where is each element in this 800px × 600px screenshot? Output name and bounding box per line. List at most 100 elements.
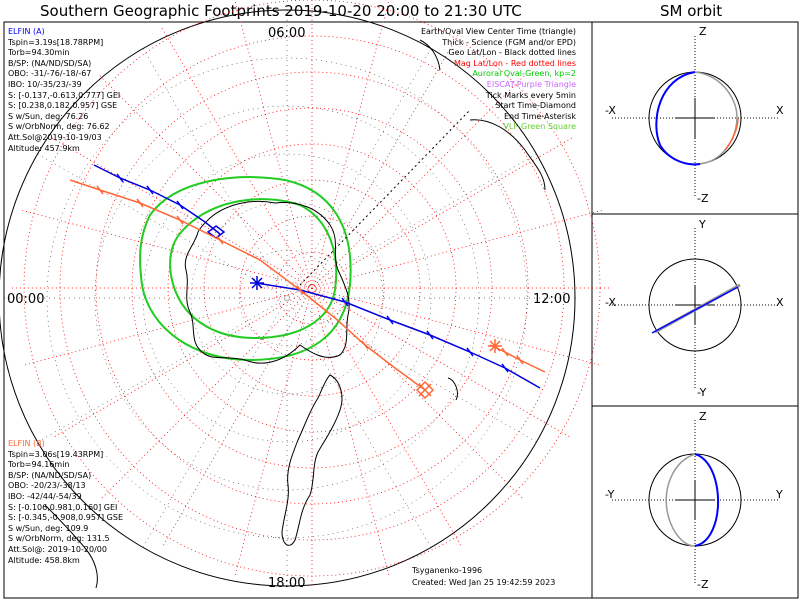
orbit3-bottom-label: -Z (697, 578, 709, 591)
mag-lon-line (22, 209, 602, 367)
elfin-b-line: Altitude: 458.8km (8, 555, 80, 565)
elfin-a-end-asterisk (250, 276, 264, 290)
hour-label-top: 06:00 (268, 26, 306, 41)
elfin-b-line: Tspin=3.06s[19.43RPM] (8, 449, 104, 459)
orbit1-left-label: -X (605, 104, 616, 117)
orbit1-b (694, 71, 738, 165)
elfin-a-tick (386, 315, 394, 325)
elfin-b-tick (176, 215, 184, 225)
coastline-nz (419, 39, 458, 401)
elfin-a-line: B/SP: (NA/ND/SD/SA) (8, 58, 92, 68)
elfin-b-name: ELFIN (B) (8, 439, 45, 448)
elfin-a-line: Torb=94.30min (8, 48, 70, 58)
elfin-a-tick (176, 200, 184, 210)
geo-lon-line (142, 48, 432, 548)
elfin-a-line: OBO: -31/-76/-18/-67 (8, 69, 92, 79)
orbit3-right-label: Y (776, 488, 783, 501)
orbit-panel-xy (612, 228, 778, 390)
auroral-oval-outer (139, 176, 352, 362)
elfin-a-line: Altitude: 457.9km (8, 143, 80, 153)
legend-entry: Mag Lat/Lon - Red dotted lines (453, 58, 576, 68)
orbit1-a (655, 71, 701, 166)
elfin-b-line: S w/Sun, deg: 109.9 (8, 523, 89, 533)
elfin-a-tick (116, 173, 124, 183)
coastline-australia (469, 119, 546, 191)
orbit3-a (694, 453, 720, 547)
legend-entry: VLF-Green Square (503, 122, 576, 132)
legend-entry: EISCAT-Purple Triangle (486, 79, 576, 89)
elfin-b-info: ELFIN (B) Tspin=3.06s[19.43RPM] Torb=94.1… (8, 439, 123, 566)
coastline-africa-tip (44, 504, 98, 589)
elfin-a-line: S: [0.238,0.182,0.957] GSE (8, 101, 118, 111)
view-center-line (299, 109, 471, 286)
legend: Earth/Oval View Center Time (triangle) Th… (421, 27, 576, 133)
elfin-b-line: S w/OrbNorm, deg: 131.5 (8, 534, 110, 544)
orbit3-left-label: -Y (605, 488, 615, 501)
elfin-a-info: ELFIN (A) Tspin=3.19s[18.78RPM] Torb=94.3… (8, 27, 120, 154)
elfin-a-tick (501, 363, 509, 373)
hour-label-right: 12:00 (533, 292, 571, 307)
elfin-a-track-west (93, 164, 221, 235)
elfin-b-start-diamond (415, 380, 435, 400)
geo-lon-line (142, 48, 432, 548)
elfin-b-tick (216, 235, 224, 245)
elfin-b-line: S: [-0.106,0.981,0.160] GEI (8, 502, 118, 512)
elfin-b-tick (296, 285, 304, 295)
coastline-south-america (281, 374, 343, 546)
geo-lat-circle (190, 201, 384, 395)
coastline-antarctica (184, 200, 350, 364)
orbit1-right-label: X (776, 104, 784, 117)
elfin-b-tick-marks (96, 185, 524, 365)
elfin-a-tick (466, 347, 474, 357)
legend-entry: End Time-Asterisk (503, 111, 576, 121)
orbit2-left-label: -X (605, 296, 616, 309)
elfin-b-line: IBO: -42/44/-54/39 (8, 491, 82, 501)
orbit-panel-xz (612, 36, 778, 198)
orbit2-a (651, 286, 739, 334)
elfin-b-tick (501, 347, 509, 357)
elfin-b-line: Torb=94.16min (8, 460, 70, 470)
orbit-title: SM orbit (660, 2, 723, 20)
hour-label-left: 00:00 (7, 292, 45, 307)
orbit-panel-yz (612, 420, 778, 585)
mag-lat-lon-grid (12, 0, 612, 588)
orbit1-top-label: Z (699, 25, 707, 38)
elfin-a-line: IBO: 10/-35/23/-39 (8, 79, 82, 89)
elfin-a-line: Tspin=3.19s[18.78RPM] (8, 37, 104, 47)
elfin-b-line: OBO: -20/23/-38/13 (8, 481, 86, 491)
orbit2-top-label: Y (699, 218, 706, 231)
legend-entry: Earth/Oval View Center Time (triangle) (420, 27, 576, 36)
geo-lon-line (37, 153, 537, 443)
hour-label-bottom: 18:00 (268, 576, 306, 591)
geo-lat-circle (142, 153, 432, 443)
orbit-frame (591, 21, 799, 599)
elfin-b-end-asterisk (488, 339, 502, 353)
orbit1-b-seg (724, 117, 739, 151)
elfin-a-tick (341, 297, 349, 307)
elfin-a-tick (146, 185, 154, 195)
legend-entry: Start Time-Diamond (495, 101, 576, 111)
orbit3-top-label: Z (699, 410, 707, 423)
elfin-b-tick (96, 185, 104, 195)
legend-entry: Tick Marks every 5min (485, 90, 576, 100)
model-label: Tsyganenko-1996 (412, 566, 483, 575)
elfin-b-tick (516, 355, 524, 365)
legend-entry: Geo Lat/Lon - Black dotted lines (448, 48, 576, 58)
elfin-a-line: S: [-0.137,-0.613,0.777] GEI (8, 90, 121, 100)
elfin-b-line: S: [-0.345,-0.908,0.957] GSE (8, 513, 123, 523)
elfin-b-tick (136, 198, 144, 208)
auroral-oval-inner (169, 198, 338, 340)
elfin-a-track-east (255, 282, 541, 389)
legend-entry: Thick - Science (FGM and/or EPD) (442, 37, 576, 47)
orbit3-b (665, 453, 696, 547)
elfin-a-tick (426, 330, 434, 340)
elfin-a-line: S w/OrbNorm, deg: 76.62 (8, 122, 110, 132)
geo-lat-circle (46, 57, 528, 539)
orbit2-bottom-label: -Y (697, 386, 707, 399)
elfin-a-line: Att.Sol@2019-10-19/03 (8, 132, 102, 142)
elfin-b-track-main (69, 179, 426, 391)
legend-entry: Auroral Oval-Green, kp=2 (472, 69, 576, 79)
elfin-b-line: Att.Sol@: 2019-10-20/00 (8, 544, 107, 554)
